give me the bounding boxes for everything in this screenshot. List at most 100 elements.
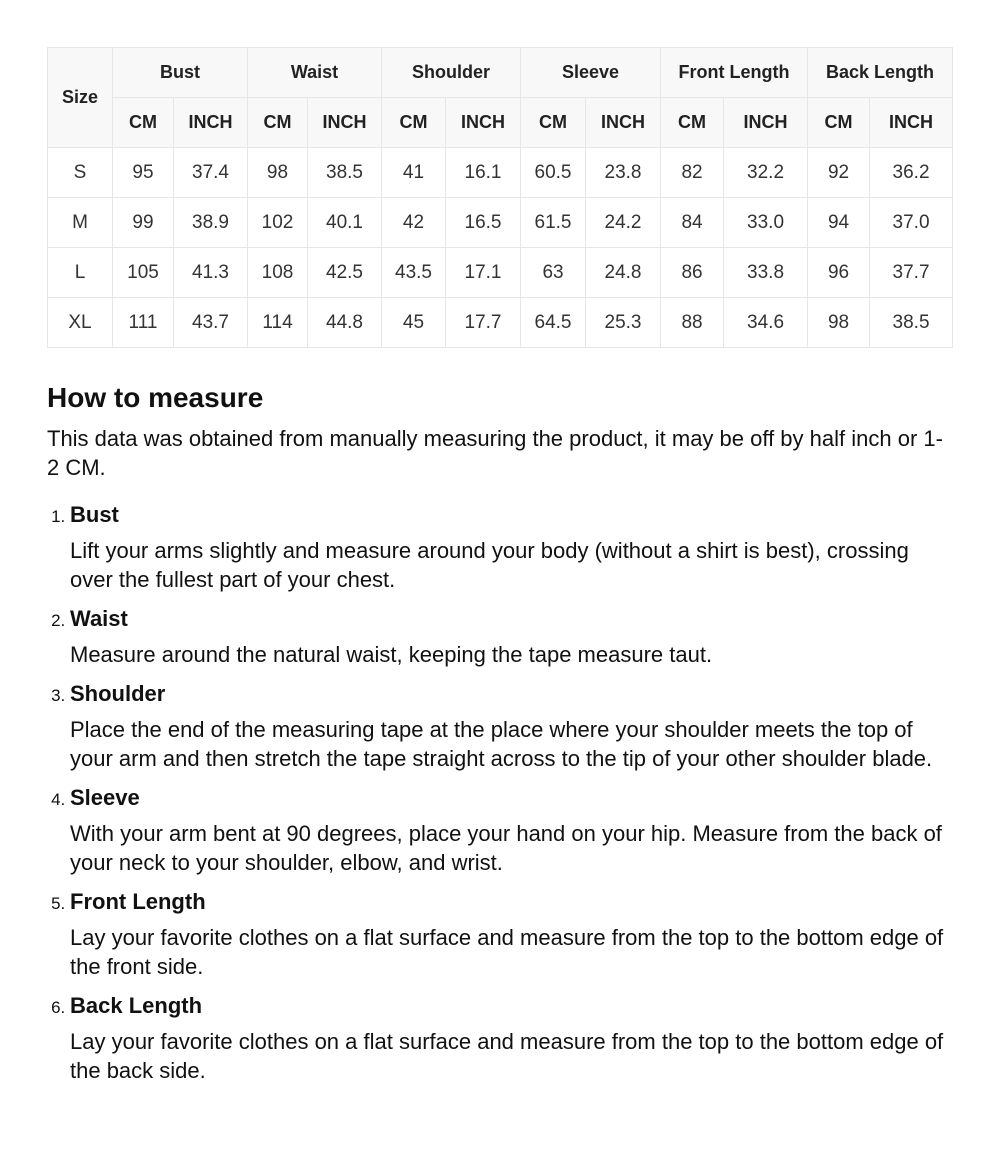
item-description: Lay your favorite clothes on a flat surf… <box>70 925 944 979</box>
value-cell: 32.2 <box>723 147 809 198</box>
value-cell: 63 <box>520 247 587 298</box>
value-cell: 37.4 <box>173 147 248 198</box>
unit-header: INCH <box>307 97 382 148</box>
intro-text: This data was obtained from manually mea… <box>47 426 943 480</box>
value-cell: 25.3 <box>585 297 662 348</box>
value-cell: 38.5 <box>869 297 954 348</box>
value-cell: 34.6 <box>723 297 809 348</box>
value-cell: 84 <box>660 197 725 248</box>
value-cell: 95 <box>112 147 174 198</box>
group-header: Bust <box>112 47 248 98</box>
unit-header: CM <box>247 97 308 148</box>
unit-header: CM <box>112 97 174 148</box>
size-chart-table: Size Bust Waist Shoulder Sleeve Front Length B… <box>47 47 954 348</box>
value-cell: 16.1 <box>444 147 522 198</box>
value-cell: 108 <box>247 247 308 298</box>
page: Size Bust Waist Shoulder Sleeve Front Length B… <box>0 0 1000 1085</box>
size-header: Size <box>47 47 113 148</box>
size-cell: S <box>47 147 113 198</box>
list-item: Back Length Lay your favorite clothes on … <box>70 991 952 1085</box>
value-cell: 41.3 <box>173 247 248 298</box>
value-cell: 60.5 <box>520 147 587 198</box>
section-title: How to measure <box>47 382 264 413</box>
unit-header: CM <box>660 97 725 148</box>
group-header: Front Length <box>660 47 809 98</box>
unit-header-row: CM INCH CM INCH CM INCH CM INCH CM INCH CM INCH <box>48 97 954 148</box>
value-cell: 98 <box>247 147 308 198</box>
value-cell: 17.1 <box>444 247 522 298</box>
unit-header: INCH <box>869 97 954 148</box>
item-title: Waist <box>70 606 128 631</box>
value-cell: 64.5 <box>520 297 587 348</box>
item-title: Shoulder <box>70 681 166 706</box>
group-header: Waist <box>247 47 382 98</box>
value-cell: 43.7 <box>173 297 248 348</box>
item-title: Back Length <box>70 993 203 1018</box>
value-cell: 38.5 <box>307 147 382 198</box>
unit-header: CM <box>520 97 587 148</box>
group-header: Back Length <box>807 47 954 98</box>
value-cell: 43.5 <box>381 247 446 298</box>
table-row: XL 111 43.7 114 44.8 45 17.7 64.5 25.3 88 34.6 98 38… <box>47 297 954 348</box>
unit-header: INCH <box>723 97 809 148</box>
unit-header: INCH <box>585 97 662 148</box>
size-cell: L <box>47 247 113 298</box>
unit-header: INCH <box>173 97 248 148</box>
value-cell: 33.8 <box>723 247 809 298</box>
value-cell: 42.5 <box>307 247 382 298</box>
list-item: Sleeve With your arm bent at 90 degrees, … <box>70 783 952 877</box>
unit-header: CM <box>807 97 871 148</box>
value-cell: 37.7 <box>869 247 954 298</box>
value-cell: 99 <box>112 197 174 248</box>
value-cell: 114 <box>247 297 308 348</box>
value-cell: 105 <box>112 247 174 298</box>
value-cell: 111 <box>112 297 174 348</box>
value-cell: 94 <box>807 197 871 248</box>
value-cell: 92 <box>807 147 871 198</box>
item-description: Place the end of the measuring tape at t… <box>70 717 933 771</box>
table-row: L 105 41.3 108 42.5 43.5 17.1 63 24.8 86 33.8 96 37.… <box>47 247 954 298</box>
table-row: S 95 37.4 98 38.5 41 16.1 60.5 23.8 82 32.2 92 36.2 <box>47 147 954 198</box>
item-description: Lift your arms slightly and measure arou… <box>70 538 909 592</box>
value-cell: 96 <box>807 247 871 298</box>
group-header: Shoulder <box>380 47 522 98</box>
table-row: M 99 38.9 102 40.1 42 16.5 61.5 24.2 84 33.0 94 37.0 <box>47 197 954 248</box>
value-cell: 44.8 <box>307 297 382 348</box>
item-title: Front Length <box>70 889 206 914</box>
value-cell: 98 <box>807 297 871 348</box>
list-item: Front Length Lay your favorite clothes on… <box>70 887 952 981</box>
value-cell: 17.7 <box>444 297 522 348</box>
value-cell: 23.8 <box>585 147 662 198</box>
value-cell: 45 <box>381 297 446 348</box>
value-cell: 24.8 <box>585 247 662 298</box>
value-cell: 86 <box>660 247 725 298</box>
measure-steps-list: Bust Lift your arms slightly and measure … <box>47 500 952 1085</box>
value-cell: 36.2 <box>869 147 954 198</box>
size-cell: M <box>47 197 113 248</box>
value-cell: 38.9 <box>173 197 248 248</box>
value-cell: 88 <box>660 297 725 348</box>
value-cell: 24.2 <box>585 197 662 248</box>
header-row: Size Bust Waist Shoulder Sleeve Front Length B… <box>47 47 954 148</box>
value-cell: 41 <box>381 147 446 198</box>
item-description: Measure around the natural waist, keepin… <box>70 642 713 667</box>
unit-header: INCH <box>444 97 522 148</box>
list-item: Shoulder Place the end of the measuring t… <box>70 679 952 773</box>
value-cell: 42 <box>381 197 446 248</box>
list-item: Bust Lift your arms slightly and measure … <box>70 500 952 594</box>
item-title: Sleeve <box>70 785 140 810</box>
group-header: Sleeve <box>520 47 662 98</box>
size-cell: XL <box>47 297 113 348</box>
value-cell: 61.5 <box>520 197 587 248</box>
item-title: Bust <box>70 502 119 527</box>
item-description: With your arm bent at 90 degrees, place … <box>70 821 942 875</box>
value-cell: 82 <box>660 147 725 198</box>
value-cell: 102 <box>247 197 308 248</box>
unit-header: CM <box>381 97 446 148</box>
value-cell: 37.0 <box>869 197 954 248</box>
item-description: Lay your favorite clothes on a flat surf… <box>70 1029 944 1083</box>
value-cell: 40.1 <box>307 197 382 248</box>
list-item: Waist Measure around the natural waist, k… <box>70 604 952 669</box>
value-cell: 33.0 <box>723 197 809 248</box>
value-cell: 16.5 <box>444 197 522 248</box>
